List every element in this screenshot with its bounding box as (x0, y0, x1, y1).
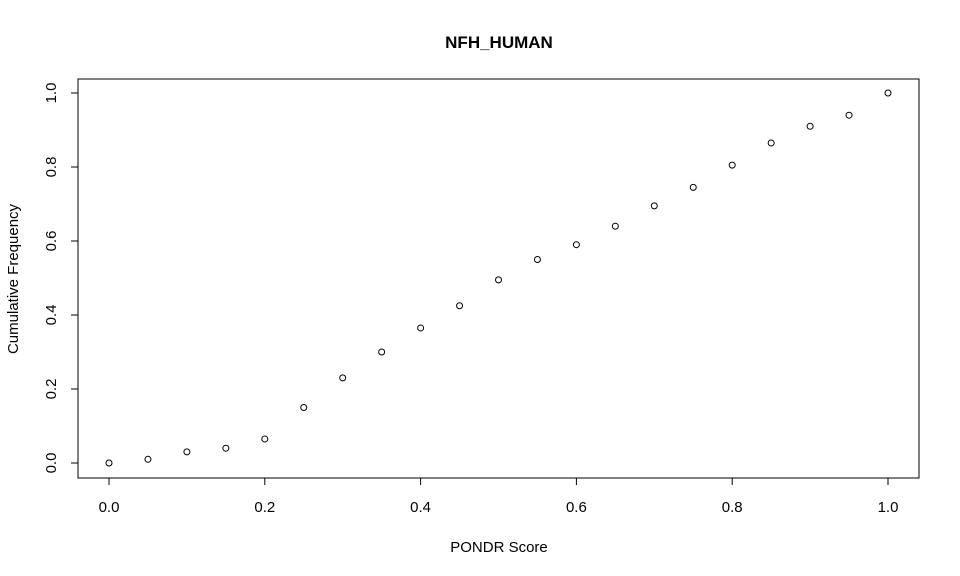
data-points (105, 89, 892, 467)
x-tick-label: 1.0 (878, 499, 899, 516)
y-tick-label: 0.4 (43, 305, 60, 326)
chart-title: NFH_HUMAN (445, 33, 553, 52)
data-point (144, 455, 152, 463)
data-point (378, 348, 386, 356)
data-point (456, 302, 464, 310)
data-point (261, 435, 269, 443)
data-point (105, 459, 113, 467)
data-point (728, 161, 736, 169)
data-point (300, 404, 308, 411)
x-tick-label: 0.6 (566, 499, 587, 516)
x-axis: 0.0 0.2 0.4 0.6 0.8 1.0 (99, 477, 899, 516)
data-point (650, 202, 658, 210)
data-point (183, 448, 191, 456)
data-point (689, 183, 697, 191)
x-tick-label: 0.8 (722, 499, 743, 516)
y-tick-label: 0.6 (43, 231, 60, 252)
data-point (222, 444, 230, 452)
data-point (339, 374, 347, 382)
data-point (845, 111, 853, 119)
x-tick-label: 0.0 (99, 499, 120, 516)
data-point (495, 276, 502, 284)
x-axis-label: PONDR Score (450, 539, 548, 556)
data-point (767, 139, 775, 147)
plot-frame (77, 78, 920, 479)
y-tick-label: 0.0 (43, 453, 60, 474)
y-tick-label: 0.8 (43, 157, 60, 178)
x-tick-label: 0.4 (410, 499, 431, 516)
data-point (533, 256, 541, 263)
y-tick-label: 0.2 (43, 379, 60, 400)
data-point (611, 222, 619, 230)
x-tick-label: 0.2 (254, 499, 275, 516)
y-tick-label: 1.0 (43, 83, 60, 104)
y-axis-label: Cumulative Frequency (5, 203, 22, 354)
y-axis: 0.0 0.2 0.4 0.6 0.8 1.0 (43, 83, 79, 474)
data-point (806, 122, 814, 130)
data-point (417, 324, 425, 332)
data-point (884, 89, 892, 97)
data-point (572, 241, 580, 249)
